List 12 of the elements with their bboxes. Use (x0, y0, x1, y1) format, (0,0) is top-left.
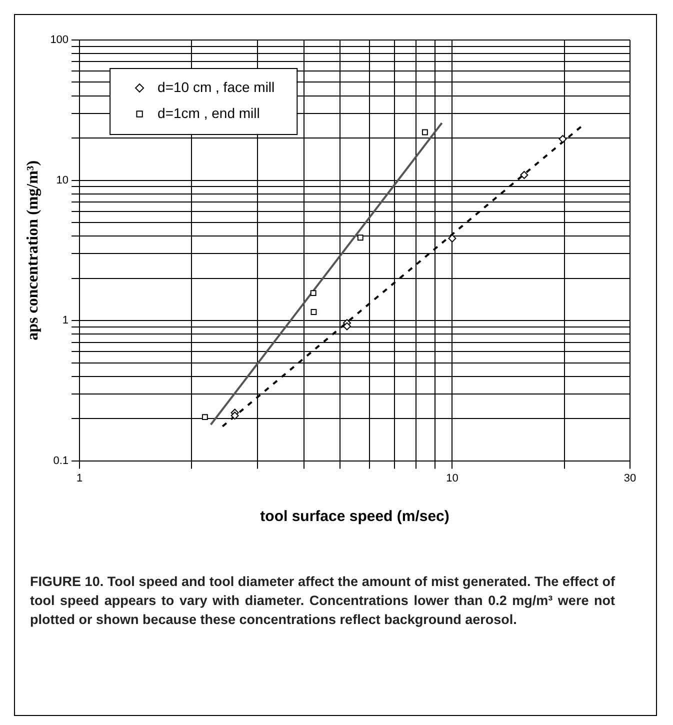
y-tick-label: 10 (56, 174, 69, 186)
y-tick-label: 1 (62, 314, 69, 327)
caption: FIGURE 10. Tool speed and tool diameter affect the amount of mist generated. The effect of tool speed appears to vary with diameter. Concentrations lower than 0.2 mg/m³ were not plotted or shown because these concentrations reflect background aerosol. (30, 573, 615, 629)
legend-label: d=1cm , end mill (158, 104, 260, 121)
y-tick-label: 0.1 (53, 454, 69, 467)
x-tick-label: 30 (624, 472, 636, 484)
x-tick-label: 10 (446, 472, 458, 484)
legend-label: d=10 cm , face mill (158, 78, 275, 95)
x-axis-title: tool surface speed (m/sec) (260, 508, 450, 526)
x-tick-label: 1 (76, 472, 83, 484)
y-axis-title: aps concentration (mg/m³) (24, 160, 42, 340)
y-tick-label: 100 (50, 34, 69, 46)
